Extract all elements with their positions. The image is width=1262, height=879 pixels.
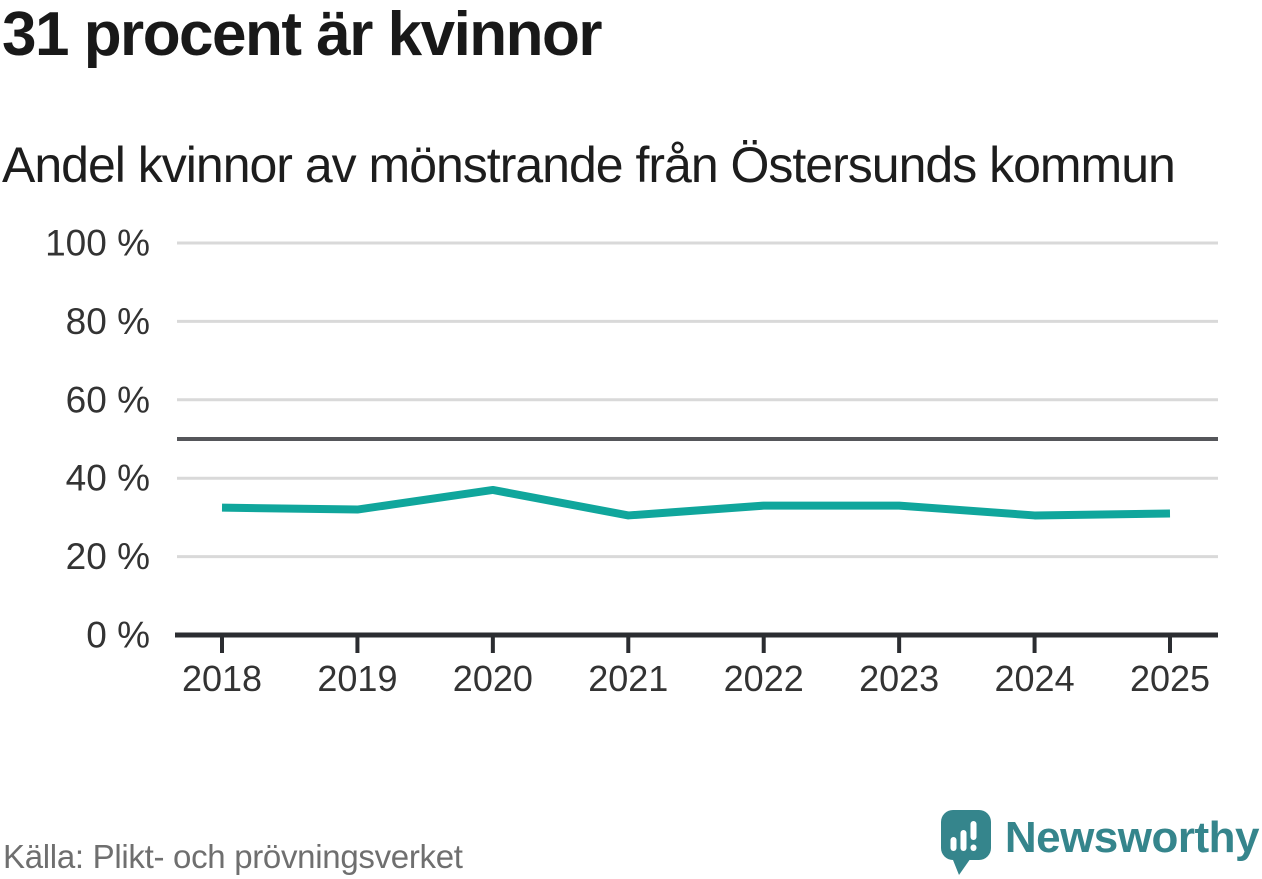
x-tick-label: 2019 — [317, 658, 397, 699]
chart-subtitle: Andel kvinnor av mönstrande från Östersu… — [2, 137, 1176, 193]
x-tick-label: 2020 — [453, 658, 533, 699]
x-tick-label: 2024 — [995, 658, 1075, 699]
x-tick-label: 2022 — [724, 658, 804, 699]
x-tick-label: 2023 — [859, 658, 939, 699]
data-line — [221, 485, 1171, 520]
x-tick-label: 2018 — [182, 658, 262, 699]
brand-logo: Newsworthy — [940, 810, 1260, 876]
y-tick-label: 100 % — [45, 223, 150, 264]
y-tick-label: 80 % — [66, 301, 150, 342]
y-tick-label: 60 % — [66, 379, 150, 420]
newsworthy-pin-barchart-icon — [940, 810, 991, 875]
barchart-glyph — [950, 821, 977, 851]
y-tick-label: 0 % — [86, 615, 150, 656]
chart-title: 31 procent är kvinnor — [2, 0, 603, 69]
y-tick-label: 20 % — [66, 536, 150, 577]
brand-wordmark: Newsworthy — [1004, 813, 1260, 862]
x-tick-label: 2021 — [588, 658, 668, 699]
x-tick-label: 2025 — [1130, 658, 1210, 699]
y-tick-label: 40 % — [66, 458, 150, 499]
source-note: Källa: Plikt- och prövningsverket — [3, 838, 463, 875]
